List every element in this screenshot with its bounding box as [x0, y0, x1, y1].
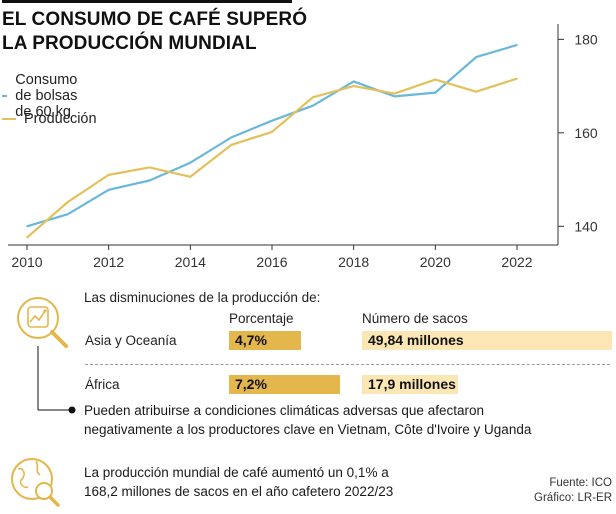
- x-tick-label: 2010: [11, 254, 42, 270]
- y-tick-label: 140: [574, 218, 598, 234]
- data-point-consumo: [26, 225, 28, 228]
- data-point-produccion: [516, 77, 518, 80]
- percentage-value-asia: 4,7%: [235, 332, 267, 348]
- data-point-produccion: [312, 96, 314, 99]
- footer-line-1: La producción mundial de café aumentó un…: [84, 465, 389, 480]
- note-text: Pueden atribuirse a condiciones climátic…: [84, 401, 531, 439]
- row-divider: [85, 364, 610, 365]
- data-point-consumo: [148, 179, 151, 182]
- x-tick-label: 2014: [175, 254, 206, 270]
- source-credit: Fuente: ICO Gráfico: LR-ER: [534, 476, 612, 506]
- legend-swatch-consumo: [2, 95, 8, 97]
- globe-magnifier-icon: [6, 455, 64, 509]
- legend-item-consumo: Consumo de bolsas de 60 kg: [2, 72, 86, 120]
- x-tick-label: 2012: [93, 254, 124, 270]
- coffee-bean-chart-icon: [10, 290, 72, 352]
- data-point-consumo: [312, 104, 314, 107]
- info-heading: Las disminuciones de la producción de:: [84, 290, 321, 305]
- column-header-bags: Número de sacos: [362, 311, 468, 326]
- data-point-produccion: [475, 90, 477, 93]
- column-header-percentage: Porcentaje: [229, 311, 294, 326]
- region-label-africa: África: [85, 377, 120, 392]
- note-line-1: Pueden atribuirse a condiciones climátic…: [84, 403, 484, 418]
- data-point-produccion: [26, 236, 28, 239]
- title-rule: [2, 0, 292, 3]
- data-point-produccion: [189, 175, 192, 178]
- note-line-2: negativamente a los productores clave en…: [84, 422, 532, 437]
- percentage-bar-asia: [229, 331, 302, 350]
- data-point-consumo: [393, 95, 396, 98]
- region-label-asia: Asia y Oceanía: [85, 333, 177, 348]
- legend-label-produccion: Producción: [24, 111, 97, 127]
- data-point-consumo: [230, 136, 232, 139]
- bags-bar-africa: [362, 375, 458, 394]
- title-line-2: LA PRODUCCIÓN MUNDIAL: [2, 33, 257, 54]
- y-tick-label: 160: [574, 125, 598, 141]
- title-line-1: EL CONSUMO DE CAFÉ SUPERÓ: [2, 9, 308, 30]
- data-point-consumo: [107, 189, 110, 191]
- data-point-consumo: [271, 119, 273, 122]
- x-tick-label: 2020: [420, 254, 451, 270]
- y-tick-label: 180: [574, 31, 598, 47]
- legend-label-consumo: Consumo de bolsas de 60 kg: [15, 72, 78, 120]
- percentage-bar-africa: [229, 375, 340, 394]
- x-tick-label: 2018: [338, 254, 369, 270]
- data-point-produccion: [271, 131, 273, 133]
- source-label: Fuente: ICO: [549, 477, 612, 489]
- data-point-consumo: [67, 213, 69, 215]
- data-point-produccion: [148, 166, 151, 169]
- data-point-produccion: [393, 92, 396, 95]
- line-chart: 140 160 180 2010 2012 2014 2016 2018 2020 2022: [8, 24, 598, 270]
- x-tick-label: 2016: [256, 254, 287, 270]
- credit-label: Gráfico: LR-ER: [534, 492, 612, 504]
- percentage-value-africa: 7,2%: [235, 376, 267, 392]
- data-point-produccion: [107, 174, 110, 176]
- legend-item-produccion: Producción: [2, 110, 97, 128]
- data-point-consumo: [189, 161, 192, 164]
- data-point-produccion: [230, 144, 232, 146]
- data-point-produccion: [67, 201, 69, 203]
- data-point-consumo: [434, 91, 437, 94]
- chart-title: EL CONSUMO DE CAFÉ SUPERÓ LA PRODUCCIÓN …: [2, 8, 322, 56]
- x-tick-label: 2022: [501, 254, 532, 270]
- legend-swatch-produccion: [2, 118, 16, 120]
- data-point-consumo: [352, 80, 355, 83]
- footer-text: La producción mundial de café aumentó un…: [84, 463, 393, 501]
- bags-value-asia: 49,84 millones: [368, 332, 464, 348]
- bags-value-africa: 17,9 millones: [368, 376, 456, 392]
- footer-line-2: 168,2 millones de sacos en el año cafete…: [84, 484, 394, 499]
- bags-bar-asia: [362, 331, 612, 350]
- data-point-produccion: [352, 85, 355, 87]
- data-point-consumo: [475, 56, 477, 58]
- data-point-consumo: [516, 44, 518, 46]
- data-point-produccion: [434, 78, 437, 81]
